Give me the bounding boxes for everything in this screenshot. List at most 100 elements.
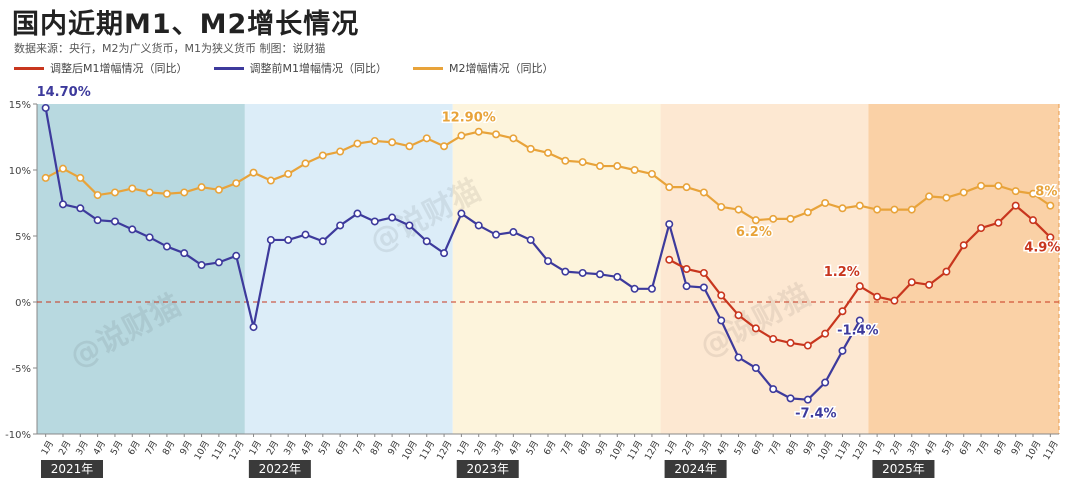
x-tick-label: 1月 bbox=[455, 439, 472, 457]
data-point-m1_adjusted bbox=[682, 264, 691, 273]
year-label: 2021年 bbox=[51, 462, 94, 476]
x-tick-label: 4月 bbox=[715, 439, 732, 457]
x-tick-label: 1月 bbox=[39, 439, 56, 457]
x-tick-label: 11月 bbox=[210, 439, 230, 462]
x-tick-label: 11月 bbox=[833, 439, 853, 462]
data-point-m2 bbox=[214, 185, 223, 194]
x-tick-label: 6月 bbox=[542, 439, 559, 457]
data-point-m1_before bbox=[405, 221, 414, 230]
legend-swatch-m2 bbox=[413, 66, 443, 70]
x-tick-label: 8月 bbox=[576, 439, 593, 457]
data-point-m2 bbox=[492, 130, 501, 139]
data-point-m1_adjusted bbox=[751, 324, 760, 333]
x-tick-label: 8月 bbox=[992, 439, 1009, 457]
data-point-m2 bbox=[336, 147, 345, 156]
data-point-m2 bbox=[786, 214, 795, 223]
x-tick-label: 6月 bbox=[334, 439, 351, 457]
data-point-m2 bbox=[578, 158, 587, 167]
x-tick-label: 11月 bbox=[625, 439, 645, 462]
x-tick-label: 9月 bbox=[178, 439, 195, 457]
data-point-m1_before bbox=[474, 221, 483, 230]
x-tick-label: 10月 bbox=[192, 439, 212, 462]
data-point-m2 bbox=[803, 208, 812, 217]
data-point-m2 bbox=[318, 151, 327, 160]
data-point-m1_before bbox=[734, 353, 743, 362]
data-point-m1_adjusted bbox=[925, 280, 934, 289]
data-point-m2 bbox=[474, 127, 483, 136]
data-point-m2 bbox=[422, 134, 431, 143]
x-tick-label: 2月 bbox=[888, 439, 905, 457]
data-point-m2 bbox=[1011, 187, 1020, 196]
data-point-m1_before bbox=[128, 225, 137, 234]
data-point-m2 bbox=[405, 142, 414, 151]
x-tick-label: 7月 bbox=[767, 439, 784, 457]
data-point-m2 bbox=[128, 184, 137, 193]
data-point-m2 bbox=[595, 162, 604, 171]
year-label-box bbox=[41, 460, 103, 478]
data-point-m2 bbox=[353, 139, 362, 148]
data-point-m2 bbox=[977, 181, 986, 190]
data-point-m2 bbox=[717, 202, 726, 211]
legend-label-m2: M2增幅情况（同比） bbox=[449, 62, 554, 75]
x-tick-label: 5月 bbox=[524, 439, 541, 457]
data-point-m1_adjusted bbox=[890, 296, 899, 305]
legend-label-m1-before: 调整前M1增幅情况（同比） bbox=[249, 62, 388, 75]
y-tick-label: -10% bbox=[5, 430, 31, 441]
legend-item-m2: M2增幅情况（同比） bbox=[413, 60, 554, 76]
data-point-m1_before bbox=[440, 249, 449, 258]
data-point-m1_before bbox=[769, 385, 778, 394]
year-label-box bbox=[664, 460, 727, 478]
x-tick-label: 8月 bbox=[784, 439, 801, 457]
x-tick-label: 7月 bbox=[351, 439, 368, 457]
data-label-m2: 8% bbox=[1035, 185, 1057, 200]
data-point-m1_adjusted bbox=[803, 341, 812, 350]
x-tick-label: 12月 bbox=[850, 439, 870, 462]
data-point-m2 bbox=[855, 201, 864, 210]
data-point-m1_before bbox=[249, 323, 258, 332]
y-tick-label: 15% bbox=[9, 100, 31, 111]
data-point-m1_before bbox=[110, 217, 119, 226]
data-point-m2 bbox=[907, 205, 916, 214]
year-label: 2023年 bbox=[466, 462, 509, 476]
legend-label-m1-adjusted: 调整后M1增幅情况（同比） bbox=[50, 62, 188, 75]
data-point-m1_adjusted bbox=[717, 291, 726, 300]
data-point-m1_before bbox=[422, 237, 431, 246]
x-tick-label: 5月 bbox=[316, 439, 333, 457]
data-point-m2 bbox=[284, 169, 293, 178]
data-point-m1_before bbox=[613, 272, 622, 281]
data-point-m2 bbox=[1046, 201, 1055, 210]
data-point-m2 bbox=[440, 142, 449, 151]
data-point-m2 bbox=[561, 156, 570, 165]
data-point-m1_before bbox=[145, 233, 154, 242]
y-tick-label: 5% bbox=[15, 232, 31, 243]
data-point-m2 bbox=[821, 199, 830, 208]
data-point-m2 bbox=[665, 183, 674, 192]
year-label-box bbox=[248, 460, 311, 478]
data-point-m2 bbox=[543, 148, 552, 157]
data-point-m1_before bbox=[647, 284, 656, 293]
x-tick-label: 11月 bbox=[1041, 439, 1061, 462]
data-point-m1_adjusted bbox=[821, 329, 830, 338]
data-point-m1_adjusted bbox=[907, 278, 916, 287]
year-label-box bbox=[456, 460, 519, 478]
data-point-m1_before bbox=[301, 230, 310, 239]
data-point-m1_before bbox=[388, 213, 397, 222]
year-band-2023年 bbox=[452, 104, 661, 434]
year-label: 2022年 bbox=[259, 462, 302, 476]
data-point-m2 bbox=[526, 144, 535, 153]
data-point-m1_adjusted bbox=[769, 334, 778, 343]
data-point-m1_adjusted bbox=[665, 255, 674, 264]
data-point-m2 bbox=[699, 188, 708, 197]
data-point-m2 bbox=[873, 205, 882, 214]
data-point-m1_before bbox=[630, 284, 639, 293]
data-point-m2 bbox=[994, 181, 1003, 190]
x-tick-label: 2月 bbox=[264, 439, 281, 457]
data-point-m1_adjusted bbox=[873, 292, 882, 301]
data-point-m1_before bbox=[543, 257, 552, 266]
x-tick-label: 3月 bbox=[74, 439, 91, 457]
data-point-m2 bbox=[266, 176, 275, 185]
data-point-m2 bbox=[751, 216, 760, 225]
data-point-m2 bbox=[162, 189, 171, 198]
data-point-m1_adjusted bbox=[838, 307, 847, 316]
x-tick-label: 1月 bbox=[247, 439, 264, 457]
